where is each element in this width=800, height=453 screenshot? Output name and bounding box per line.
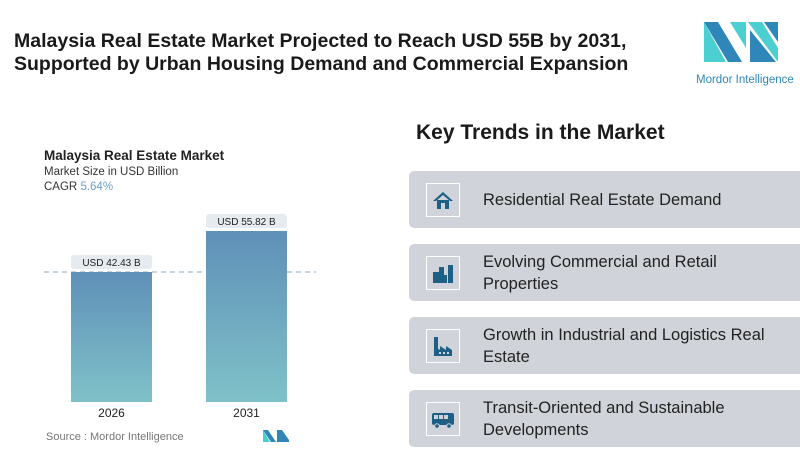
bar-chart: USD 42.43 B 2026 USD 55.82 B 2031	[44, 213, 316, 420]
source-logo-icon	[263, 430, 289, 442]
trend-label: Evolving Commercial and Retail Propertie…	[483, 252, 717, 293]
bar-2026	[71, 272, 152, 402]
bar-2031	[206, 230, 287, 402]
mordor-logo: Mordor Intelligence	[696, 18, 794, 86]
trend-label: Transit-Oriented and Sustainable Develop…	[483, 398, 725, 439]
logo-text: Mordor Intelligence	[696, 74, 794, 86]
data-label-bg	[71, 255, 152, 269]
trend-card: Evolving Commercial and Retail Propertie…	[409, 244, 800, 301]
trend-card: Growth in Industrial and Logistics Real …	[409, 317, 800, 374]
source-text: Source : Mordor Intelligence	[46, 431, 184, 443]
data-label: USD 42.43 B	[82, 258, 141, 269]
data-label: USD 55.82 B	[217, 217, 276, 228]
trend-label: Growth in Industrial and Logistics Real …	[483, 325, 765, 366]
x-tick-label: 2026	[98, 406, 125, 420]
trend-card: Transit-Oriented and Sustainable Develop…	[409, 390, 800, 447]
buildings-icon	[426, 256, 460, 290]
page-title: Malaysia Real Estate Market Projected to…	[14, 30, 629, 75]
trends-title: Key Trends in the Market	[416, 121, 665, 144]
chart-title: Malaysia Real Estate Market	[44, 148, 225, 163]
bus-icon	[426, 402, 460, 436]
chart-subtitle: Market Size in USD Billion	[44, 166, 179, 178]
cagr: CAGR 5.64%	[44, 181, 114, 193]
trend-card: Residential Real Estate Demand	[409, 171, 800, 228]
data-label-bg	[206, 213, 287, 228]
x-tick-label: 2031	[233, 406, 260, 420]
factory-icon	[426, 329, 460, 363]
house-icon	[426, 183, 460, 217]
logo-mark-icon	[704, 22, 778, 62]
trend-label: Residential Real Estate Demand	[483, 190, 722, 209]
